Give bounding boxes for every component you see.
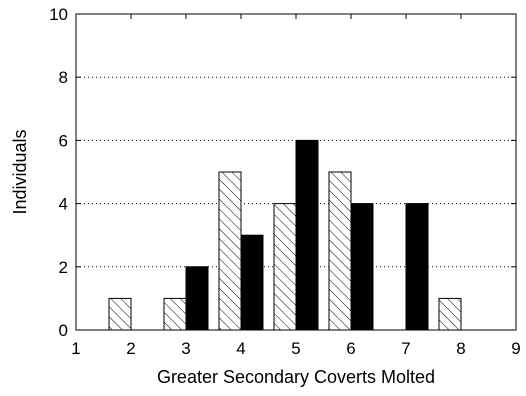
hatched-bar-8 <box>438 297 462 331</box>
y-tick-label-0: 0 <box>59 321 68 340</box>
x-tick-label-9: 9 <box>511 339 520 358</box>
x-tick-label-1: 1 <box>71 339 80 358</box>
solid-bar-7 <box>405 203 429 331</box>
y-tick-label-8: 8 <box>59 68 68 87</box>
y-tick-label-2: 2 <box>59 258 68 277</box>
y-axis-label: Individuals <box>10 129 30 214</box>
bars <box>108 139 462 331</box>
x-tick-label-6: 6 <box>346 339 355 358</box>
axis-ticks: 1 2 3 4 5 6 7 8 9 0 2 4 6 8 10 <box>49 5 521 358</box>
x-tick-label-7: 7 <box>401 339 410 358</box>
x-tick-label-8: 8 <box>456 339 465 358</box>
hatched-bar-5 <box>273 203 297 331</box>
x-tick-label-5: 5 <box>291 339 300 358</box>
x-tick-label-3: 3 <box>181 339 190 358</box>
hatched-bar-6 <box>328 171 352 331</box>
x-tick-label-4: 4 <box>236 339 245 358</box>
hatched-bar-4 <box>218 171 242 331</box>
hatched-bar-2 <box>108 297 132 331</box>
y-tick-label-10: 10 <box>49 5 68 24</box>
y-tick-label-6: 6 <box>59 131 68 150</box>
solid-bar-4 <box>240 234 264 331</box>
x-axis-label: Greater Secondary Coverts Molted <box>157 367 435 387</box>
solid-bar-5 <box>295 139 319 331</box>
solid-bar-3 <box>185 266 209 331</box>
solid-bar-6 <box>350 203 374 331</box>
x-tick-label-2: 2 <box>126 339 135 358</box>
hatched-bar-3 <box>163 297 187 331</box>
y-tick-label-4: 4 <box>59 195 68 214</box>
